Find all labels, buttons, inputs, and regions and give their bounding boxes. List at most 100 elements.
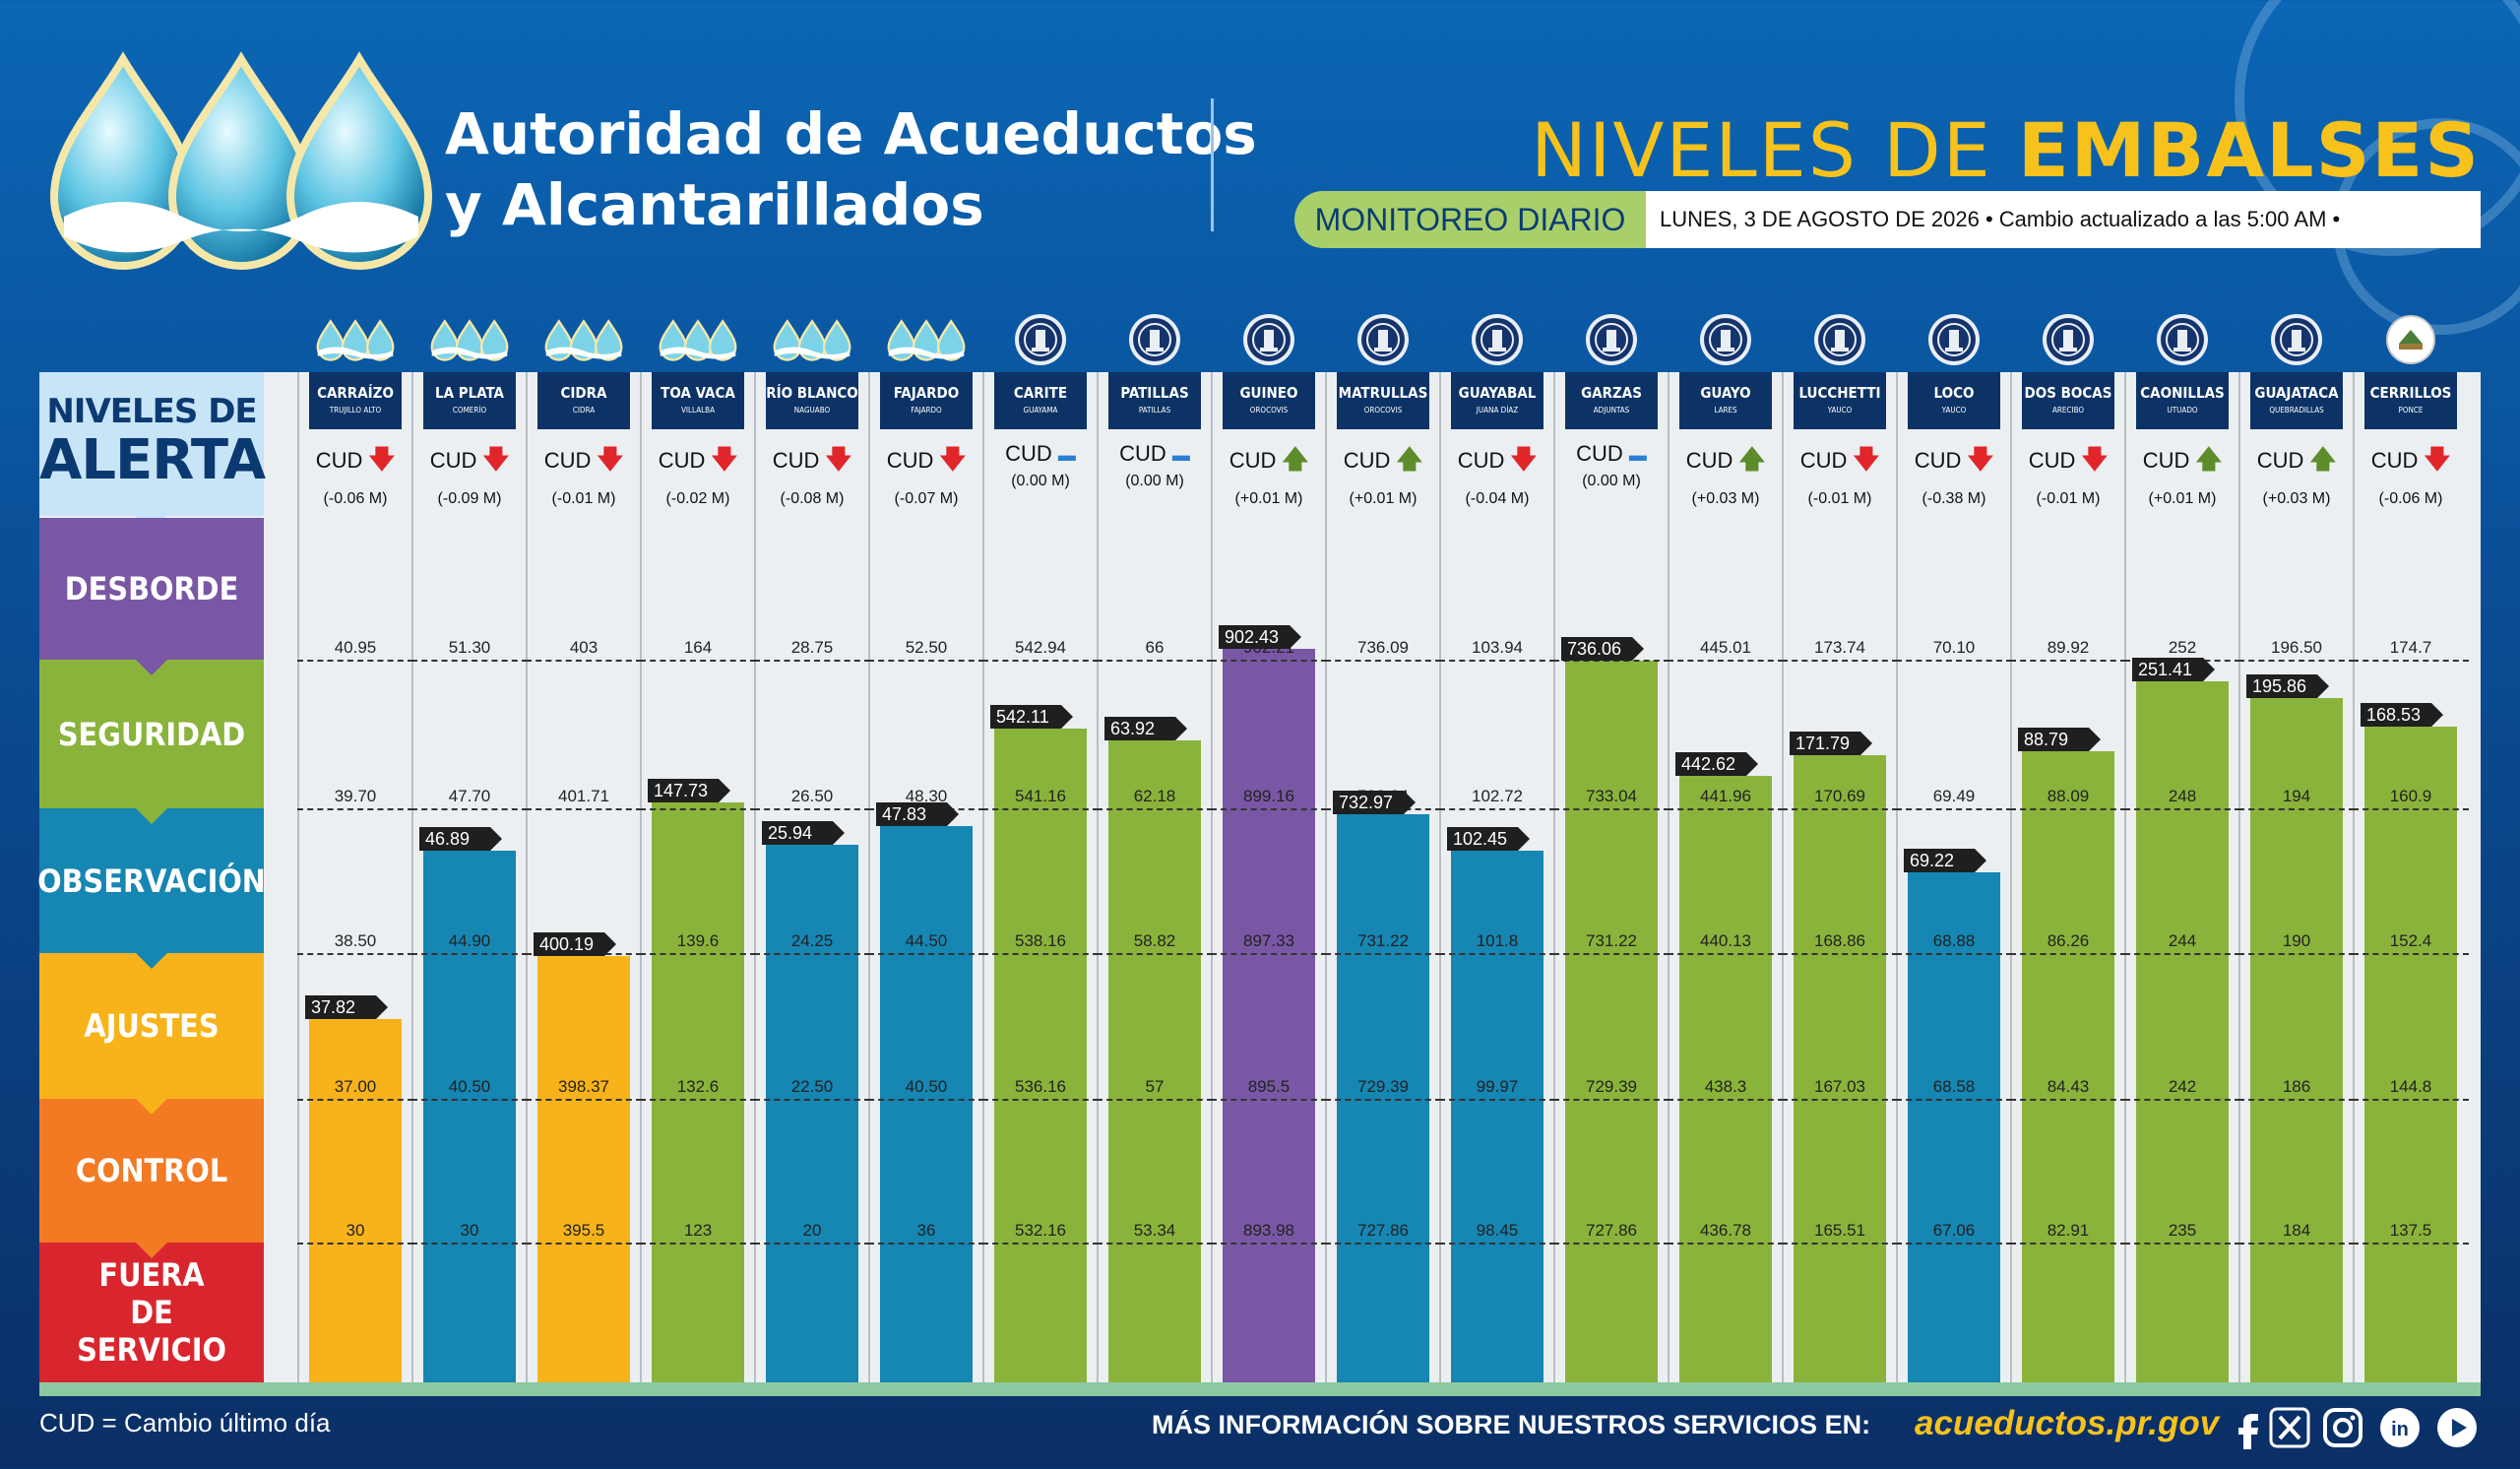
alert-level-ajustes: AJUSTES [39, 953, 264, 1115]
page-title: NIVELES DE EMBALSES [1531, 106, 2481, 194]
threshold-line-control [1553, 1243, 1670, 1245]
threshold-label-control: 137.5 [2389, 1221, 2432, 1240]
threshold-line-desborde [1668, 660, 1784, 662]
facebook-icon[interactable] [2227, 1406, 2270, 1449]
threshold-line-observacion [2124, 953, 2240, 955]
threshold-label-control: 165.51 [1814, 1221, 1865, 1240]
instagram-icon[interactable] [2321, 1406, 2364, 1449]
threshold-label-desborde: 445.01 [1700, 638, 1751, 657]
website-link[interactable]: acueductos.pr.gov [1915, 1404, 2220, 1442]
threshold-line-observacion [1553, 953, 1670, 955]
column-separator [982, 372, 984, 1383]
reservoir-municipality: UTUADO [2167, 406, 2198, 415]
threshold-label-observacion: 86.26 [2047, 931, 2090, 950]
reservoir-municipality: CIDRA [572, 406, 596, 415]
reservoir-municipality: OROCOVIS [1249, 406, 1289, 415]
youtube-icon[interactable] [2435, 1406, 2479, 1449]
aaa-logo-icon [49, 51, 433, 270]
cud-label: CUD 🡇 [1900, 441, 2008, 484]
cud-text: CUD [1799, 448, 1854, 473]
reservoir-name: LUCCHETTI [1798, 384, 1881, 402]
cud-value: (-0.04 M) [1465, 490, 1530, 507]
threshold-label-desborde: 89.92 [2047, 638, 2090, 657]
reservoir-name: LOCO [1933, 384, 1975, 402]
threshold-line-seguridad [1211, 808, 1327, 810]
alert-level-fuera-de-servicio: FUERA DE SERVICIO [39, 1243, 264, 1382]
reservoir-municipality: YAUCO [1827, 406, 1853, 415]
threshold-line-ajustes [2124, 1099, 2240, 1101]
cud-value: (+0.01 M) [2148, 490, 2217, 507]
threshold-line-observacion [1097, 953, 1213, 955]
cud-text: CUD [315, 448, 369, 473]
threshold-line-seguridad [640, 808, 756, 810]
reservoir-header-la-plata: LA PLATA COMERÍO [423, 372, 516, 429]
threshold-label-observacion: 538.16 [1015, 931, 1066, 950]
threshold-line-control [411, 1243, 528, 1245]
threshold-line-observacion [1439, 953, 1555, 955]
alert-level-seguridad: SEGURIDAD [39, 660, 264, 824]
reservoir-header-matrullas: MATRULLAS OROCOVIS [1337, 372, 1429, 429]
threshold-line-seguridad [754, 808, 870, 810]
x-twitter-icon[interactable] [2268, 1406, 2311, 1449]
level-bar-la-plata [423, 850, 516, 1382]
header: Autoridad de Acueductos y Alcantarillado… [0, 0, 2520, 335]
footer-info: MÁS INFORMACIÓN SOBRE NUESTROS SERVICIOS… [1152, 1410, 1871, 1439]
threshold-label-seguridad: 62.18 [1133, 787, 1176, 805]
org-name-line2: y Alcantarillados [445, 171, 984, 238]
threshold-label-desborde: 196.50 [2271, 638, 2322, 657]
threshold-label-observacion: 44.90 [448, 931, 491, 950]
threshold-label-seguridad: 88.09 [2047, 787, 2090, 805]
threshold-label-desborde: 28.75 [790, 638, 834, 657]
threshold-line-observacion [411, 953, 528, 955]
column-separator [754, 372, 756, 1383]
cud-change-patillas: CUD ▬ (0.00 M) [1101, 441, 1209, 500]
reservoir-municipality: COMERÍO [452, 406, 487, 415]
threshold-line-seguridad [1896, 808, 2012, 810]
threshold-label-control: 727.86 [1357, 1221, 1409, 1240]
column-separator [411, 372, 413, 1383]
level-bar-guayo [1679, 776, 1772, 1382]
pointer-triangle [136, 1099, 167, 1115]
threshold-line-seguridad [1439, 808, 1555, 810]
arrow-down-icon: 🡇 [2081, 444, 2109, 474]
cud-value: (-0.09 M) [437, 490, 502, 507]
threshold-label-desborde: 403 [569, 638, 598, 657]
threshold-line-desborde [411, 660, 528, 662]
threshold-label-ajustes: 242 [2168, 1077, 2197, 1096]
threshold-line-ajustes [2010, 1099, 2126, 1101]
cud-change-lucchetti: CUD 🡇 (-0.01 M) [1786, 441, 1894, 507]
threshold-label-observacion: 139.6 [676, 931, 720, 950]
arrow-up-icon: 🡅 [2195, 444, 2223, 474]
reservoir-name: GUAYO [1700, 384, 1751, 402]
threshold-label-control: 184 [2282, 1221, 2311, 1240]
level-bar-carite [994, 729, 1087, 1382]
current-level-tag: 47.83 [876, 802, 959, 827]
threshold-line-control [868, 1243, 984, 1245]
aaa-drops-icon [887, 319, 966, 361]
reservoir-municipality: YAUCO [1941, 406, 1967, 415]
threshold-label-ajustes: 99.97 [1476, 1077, 1519, 1096]
level-bar-caonillas [2136, 681, 2229, 1382]
reservoir-header-carraízo: CARRAÍZO TRUJILLO ALTO [309, 372, 402, 429]
threshold-line-ajustes [1097, 1099, 1213, 1101]
threshold-line-seguridad [2124, 808, 2240, 810]
threshold-label-desborde: 40.95 [334, 638, 377, 657]
cud-change-matrullas: CUD 🡅 (+0.01 M) [1329, 441, 1437, 507]
reservoir-municipality: PATILLAS [1138, 406, 1171, 415]
linkedin-icon[interactable]: in [2378, 1406, 2422, 1449]
threshold-label-ajustes: 167.03 [1814, 1077, 1865, 1096]
reservoir-municipality: QUEBRADILLAS [2269, 406, 2324, 415]
cud-text: CUD [2028, 448, 2082, 473]
cud-value: (-0.01 M) [1807, 490, 1872, 507]
threshold-label-observacion: 190 [2282, 931, 2311, 950]
alert-level-label: FUERA DE SERVICIO [77, 1256, 226, 1369]
threshold-line-observacion [1896, 953, 2012, 955]
cud-label: CUD 🡇 [758, 441, 866, 484]
cud-label: CUD 🡇 [1443, 441, 1551, 484]
threshold-label-observacion: 24.25 [790, 931, 834, 950]
current-level-tag: 69.22 [1904, 849, 1986, 873]
threshold-line-observacion [297, 953, 413, 955]
cud-change-río-blanco: CUD 🡇 (-0.08 M) [758, 441, 866, 507]
threshold-label-control: 30 [346, 1221, 365, 1240]
cud-label: CUD 🡇 [530, 441, 638, 484]
